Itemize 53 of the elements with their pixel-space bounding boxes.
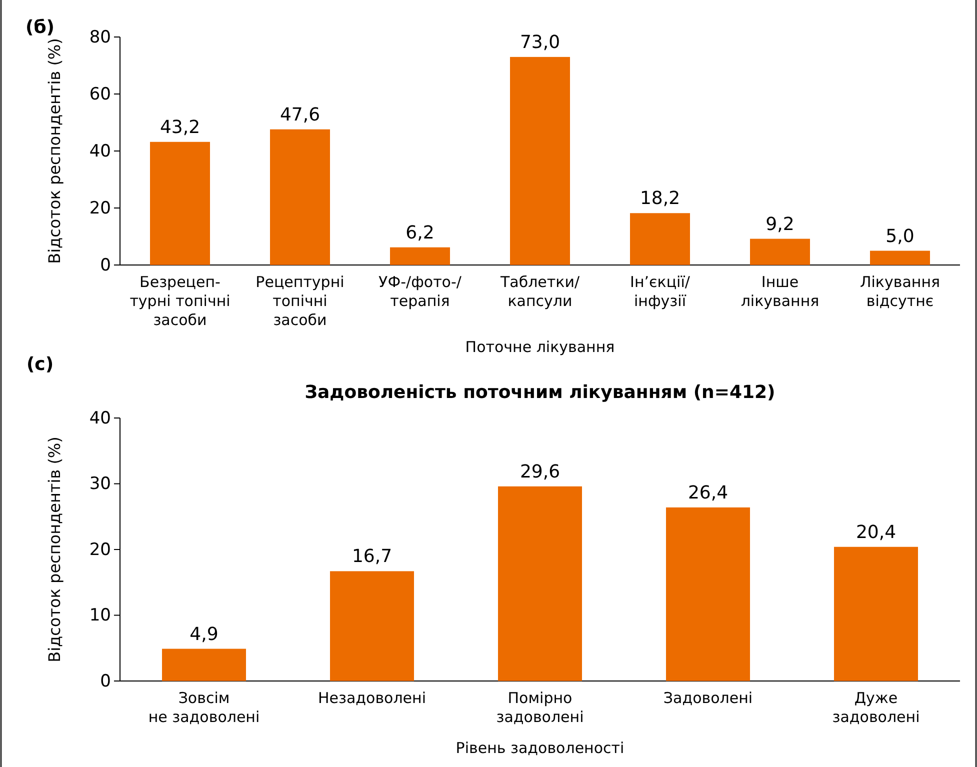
data-label: 47,6 — [280, 104, 320, 126]
y-tick-label: 10 — [89, 606, 111, 626]
bar — [330, 571, 414, 681]
bar — [870, 250, 930, 265]
y-tick-label: 40 — [89, 141, 111, 162]
bar — [150, 142, 210, 265]
y-tick-label: 20 — [89, 198, 111, 218]
x-axis-title: Поточне лікування — [465, 338, 615, 356]
x-tick-label: Помірно задоволені — [496, 689, 584, 726]
data-label: 9,2 — [766, 214, 794, 235]
y-tick-label: 80 — [89, 27, 111, 48]
data-label: 20,4 — [856, 522, 896, 543]
x-axis-title: Рівень задоволеності — [456, 739, 624, 757]
bar — [498, 486, 582, 681]
bar — [390, 247, 450, 265]
data-label: 18,2 — [640, 188, 680, 210]
text: (с) — [26, 354, 54, 375]
y-tick-label: 0 — [100, 671, 111, 692]
y-tick-label: 0 — [100, 255, 111, 276]
y-tick-label: 20 — [89, 540, 111, 560]
x-tick-label: Дуже задоволені — [832, 689, 920, 726]
x-tick-label: Незадоволені — [318, 689, 426, 707]
x-tick-label: Лікування відсутнє — [860, 273, 940, 310]
data-label: 5,0 — [886, 226, 914, 247]
y-axis-title: Відсоток респондентів (%) — [45, 436, 64, 662]
x-tick-label: Ін’єкції/ інфузії — [630, 273, 691, 310]
x-tick-label: Інше лікування — [740, 273, 820, 310]
data-label: 29,6 — [520, 461, 560, 482]
data-label: 26,4 — [688, 482, 728, 504]
y-tick-label: 30 — [89, 474, 111, 494]
y-tick-label: 60 — [89, 84, 111, 104]
x-tick-label: Безрецеп- турні топічні засоби — [130, 273, 230, 329]
y-axis-title: Відсоток респондентів (%) — [45, 38, 64, 264]
x-tick-label: Задоволені — [663, 689, 753, 707]
x-tick-label: Таблетки/ капсули — [499, 273, 580, 310]
y-tick-label: 40 — [89, 408, 111, 428]
x-tick-label: Рецептурні топічні засоби — [256, 273, 344, 329]
bar — [666, 507, 750, 681]
bar — [630, 213, 690, 265]
bar — [270, 129, 330, 265]
bar — [162, 648, 246, 681]
chart-title: Задоволеність поточним лікуванням (n=412) — [304, 382, 776, 403]
bar — [510, 56, 570, 265]
data-label: 4,9 — [190, 624, 218, 645]
bar — [834, 546, 918, 681]
x-tick-label: УФ-/фото-/ терапія — [378, 273, 462, 310]
x-tick-label: Зовсім не задоволені — [148, 689, 260, 726]
data-label: 43,2 — [160, 116, 200, 138]
data-label: 16,7 — [352, 546, 392, 568]
data-label: 73,0 — [520, 32, 560, 53]
text: (б) — [25, 17, 55, 38]
data-label: 6,2 — [406, 222, 434, 244]
bar — [750, 238, 810, 265]
